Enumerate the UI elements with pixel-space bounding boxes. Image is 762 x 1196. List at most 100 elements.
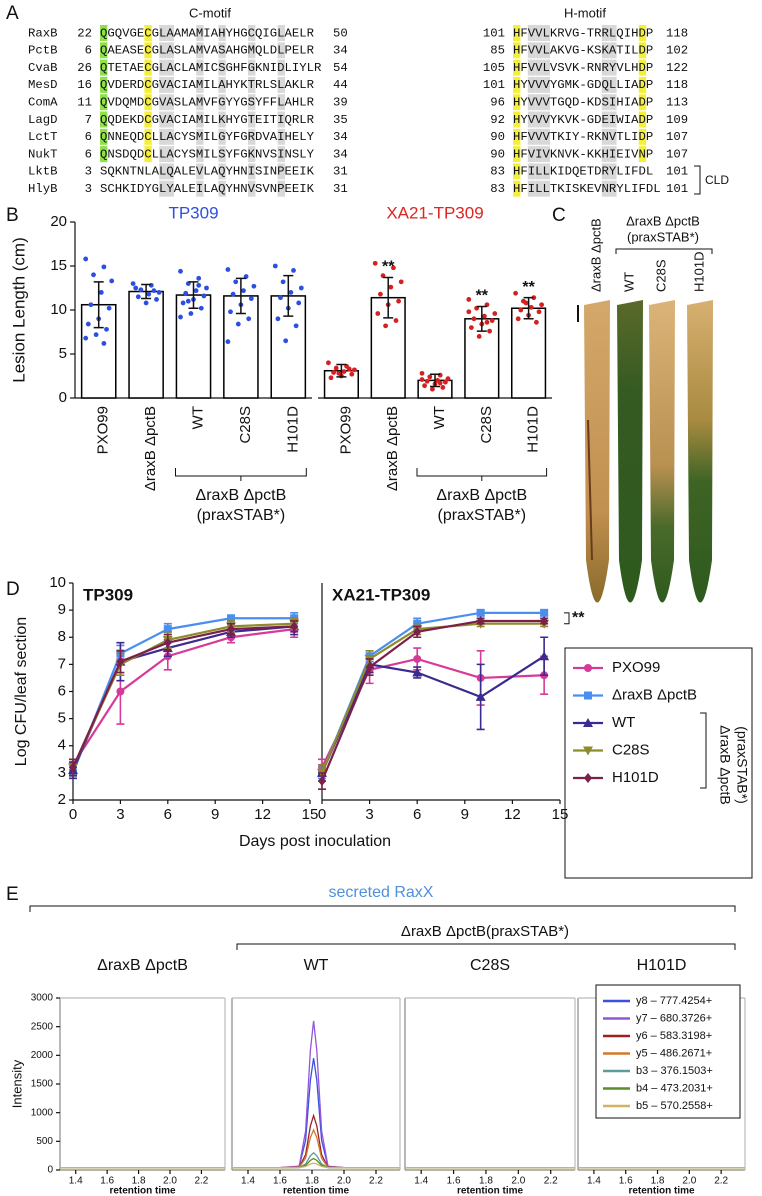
position: 6 xyxy=(85,130,92,144)
panel-label: E xyxy=(6,884,19,905)
data-point xyxy=(233,279,239,285)
x-axis-label: Days post inoculation xyxy=(239,833,391,850)
position: 101 xyxy=(666,182,688,196)
position: 44 xyxy=(333,78,348,92)
legend-group-label: (praxSTAB*) xyxy=(734,726,750,804)
sequence: HFVIVKNVK-KKHIEIVNP xyxy=(513,147,653,161)
residue-shade xyxy=(218,163,226,180)
data-point xyxy=(346,366,352,372)
y-tick-label: 5 xyxy=(59,345,67,362)
marker xyxy=(412,667,423,677)
protein-name: HlyB xyxy=(28,182,58,196)
sequence: HYVVVYKVK-GDEIWIADP xyxy=(513,113,653,127)
x-tick-label: 1.4 xyxy=(69,1176,83,1187)
series-line xyxy=(71,625,295,771)
data-point xyxy=(278,295,283,301)
residue-highlight xyxy=(638,146,647,163)
data-point xyxy=(151,288,157,294)
position: 3 xyxy=(85,165,92,179)
series-line xyxy=(321,657,545,768)
residue-shade xyxy=(159,25,167,41)
series-line xyxy=(232,1157,400,1169)
data-point xyxy=(440,385,446,390)
residue-shade xyxy=(248,111,256,128)
residue-shade xyxy=(609,42,617,59)
residue-highlight xyxy=(144,111,152,128)
y-tick-label: 0 xyxy=(59,389,67,406)
x-axis-label: retention time xyxy=(109,1186,176,1196)
residue-shade xyxy=(535,111,543,128)
data-point xyxy=(193,288,199,294)
x-tick-label: 2.0 xyxy=(511,1176,525,1187)
data-point xyxy=(487,328,492,334)
marker xyxy=(318,776,326,787)
data-point xyxy=(513,290,518,296)
residue-highlight xyxy=(638,25,647,41)
position: 34 xyxy=(333,44,348,58)
residue-highlight xyxy=(100,25,108,41)
x-tick-label: 0 xyxy=(318,806,326,823)
marker xyxy=(476,608,485,617)
legend-label: y7 – 680.3726+ xyxy=(636,1012,712,1024)
data-point xyxy=(331,370,336,375)
y-tick-label: 4 xyxy=(58,737,66,754)
legend-marker xyxy=(583,718,593,727)
data-point xyxy=(536,309,542,315)
motif-header: H-motif xyxy=(564,5,606,20)
leaf-label: WT xyxy=(621,272,636,292)
position: 118 xyxy=(666,26,688,40)
residue-shade xyxy=(609,111,617,128)
position: 16 xyxy=(77,78,92,92)
data-point xyxy=(484,319,490,325)
residue-shade xyxy=(196,94,204,111)
position: 11 xyxy=(77,95,92,109)
data-point xyxy=(341,369,347,374)
residue-shade xyxy=(527,42,536,59)
residue-highlight xyxy=(513,94,521,111)
data-point xyxy=(101,341,107,346)
data-point xyxy=(230,291,236,297)
position: 102 xyxy=(666,44,688,58)
x-tick-label: 1.6 xyxy=(273,1176,287,1187)
data-point xyxy=(476,334,482,339)
protein-name: CvaB xyxy=(28,61,58,75)
residue-shade xyxy=(601,180,610,197)
residue-shade xyxy=(196,146,204,163)
residue-shade xyxy=(535,163,543,180)
residue-shade xyxy=(542,25,550,41)
y-axis-label: Lesion Length (cm) xyxy=(9,237,28,383)
leaf-label: ΔraxB ΔpctB xyxy=(588,218,603,292)
sequence: HFVVVTKIY-RKNVTLIDP xyxy=(513,130,653,144)
position: 3 xyxy=(85,182,92,196)
protein-name: RaxB xyxy=(28,26,58,40)
sequence: HFVVLKRVG-TRRLQIHDP xyxy=(513,26,653,40)
y-axis-label: Log CFU/leaf section xyxy=(13,617,30,766)
data-point xyxy=(515,316,521,322)
data-point xyxy=(489,318,495,323)
residue-shade xyxy=(542,94,550,111)
residue-shade xyxy=(609,146,617,163)
data-point xyxy=(188,311,194,316)
significance: ** xyxy=(522,279,535,296)
position: 109 xyxy=(666,113,688,127)
leaf-label: H101D xyxy=(691,252,706,292)
residue-shade xyxy=(248,59,256,76)
error-bar xyxy=(383,276,394,319)
data-point xyxy=(183,290,189,296)
data-point xyxy=(228,309,233,315)
position: 35 xyxy=(333,113,348,127)
group-label: ΔraxB ΔpctB xyxy=(436,487,527,504)
residue-shade xyxy=(218,111,226,128)
y-axis-label: Intensity xyxy=(9,1059,24,1108)
residue-highlight xyxy=(144,59,152,76)
data-point xyxy=(104,326,109,332)
legend-label: y5 – 486.2671+ xyxy=(636,1047,712,1059)
x-tick-label: WT xyxy=(431,406,448,429)
group-label: ΔraxB ΔpctB(praxSTAB*) xyxy=(401,923,569,940)
protein-name: NukT xyxy=(28,147,58,161)
marker xyxy=(540,608,549,617)
data-point xyxy=(185,298,191,304)
data-point xyxy=(283,338,289,344)
residue-highlight xyxy=(638,128,647,145)
significance-bracket xyxy=(564,612,570,625)
